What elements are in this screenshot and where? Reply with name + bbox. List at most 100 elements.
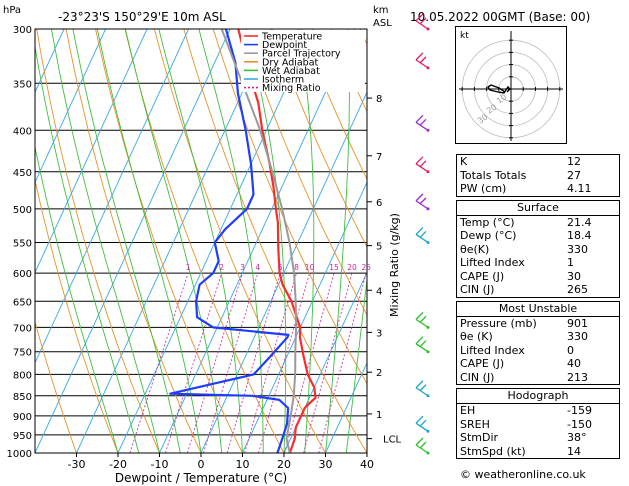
wind-barb-flag bbox=[415, 415, 424, 424]
wind-barb-dot bbox=[426, 27, 430, 31]
mixing-ratio-label: 20 bbox=[347, 263, 357, 272]
dry-adiabat bbox=[35, 178, 119, 453]
wind-barb bbox=[415, 20, 429, 30]
height-axis: 8 7 6 5 4 3 2 1 LCL bbox=[367, 94, 402, 446]
wind-barb-dot bbox=[426, 429, 430, 433]
mixing-ratio-line bbox=[244, 272, 297, 453]
temperature-tick-label: 40 bbox=[360, 458, 374, 471]
pressure-tick-label: 500 bbox=[13, 205, 32, 216]
index-row: K 12 bbox=[457, 155, 619, 169]
index-value: 40 bbox=[567, 357, 581, 370]
index-row: CAPE (J) 40 bbox=[457, 357, 619, 371]
hodograph-unit-label: kt bbox=[460, 31, 469, 41]
wind-barb bbox=[415, 233, 429, 244]
index-row: SREH -150 bbox=[457, 418, 619, 432]
mixing-ratio-line bbox=[318, 272, 367, 453]
temperature-tick-label: 20 bbox=[277, 458, 291, 471]
index-row: CIN (J) 265 bbox=[457, 283, 619, 297]
index-label: StmSpd (kt) bbox=[460, 444, 526, 458]
index-value: 38° bbox=[567, 431, 587, 444]
wind-barb-flag bbox=[415, 193, 424, 202]
hodograph-trace bbox=[487, 84, 511, 94]
isotherm bbox=[283, 271, 367, 453]
wind-barb-flag bbox=[419, 419, 427, 427]
pressure-tick-label: 400 bbox=[13, 126, 32, 137]
index-row: EH -159 bbox=[457, 404, 619, 418]
wind-barb-flag bbox=[419, 197, 427, 205]
index-label: Lifted Index bbox=[460, 256, 525, 269]
isotherm bbox=[35, 29, 106, 184]
wind-barb bbox=[415, 387, 429, 397]
date-title: 10.05.2022 00GMT (Base: 00) bbox=[410, 10, 590, 24]
legend-item-label: Temperature bbox=[261, 32, 322, 43]
mixing-ratio-line bbox=[258, 272, 310, 453]
indices-panel: K 12 Totals Totals 27 PW (cm) 4.11 Surface Te… bbox=[456, 154, 620, 459]
most-unstable-title: Most Unstable bbox=[457, 302, 619, 317]
index-label: θe(K) bbox=[460, 242, 490, 256]
index-label: K bbox=[460, 155, 468, 168]
mixing-ratio-line bbox=[203, 272, 259, 453]
wind-barb-flag bbox=[419, 17, 427, 25]
index-value: 1 bbox=[567, 256, 574, 269]
isotherm bbox=[159, 29, 355, 453]
wind-barb-dot bbox=[426, 394, 430, 398]
index-row: StmDir 38° bbox=[457, 431, 619, 445]
wind-barb-dot bbox=[426, 66, 430, 70]
isotherm bbox=[325, 361, 367, 453]
dry-adiabat bbox=[65, 29, 202, 453]
wind-barb bbox=[415, 318, 429, 328]
dry-adiabat bbox=[35, 320, 77, 453]
pressure-tick-label: 450 bbox=[13, 168, 32, 179]
dry-adiabat bbox=[271, 29, 367, 248]
dry-adiabat bbox=[301, 29, 367, 181]
isotherm bbox=[242, 181, 367, 453]
wet-adiabat bbox=[35, 43, 140, 453]
index-value: 4.11 bbox=[567, 182, 592, 195]
location-title: -23°23'S 150°29'E 10m ASL bbox=[58, 10, 226, 24]
wind-barb bbox=[415, 422, 429, 432]
index-label: Totals Totals bbox=[460, 168, 527, 182]
hodograph-ticks bbox=[461, 39, 561, 139]
index-row: StmSpd (kt) 14 bbox=[457, 445, 619, 459]
index-label: SREH bbox=[460, 417, 490, 431]
mixing-ratio-line bbox=[129, 272, 189, 453]
index-value: 30 bbox=[567, 269, 581, 283]
index-row: Totals Totals 27 bbox=[457, 169, 619, 183]
index-row: Lifted Index 1 bbox=[457, 256, 619, 270]
index-value: 27 bbox=[567, 168, 581, 182]
wind-barb-flag bbox=[415, 227, 424, 235]
index-row: θe (K) 330 bbox=[457, 330, 619, 344]
pressure-tick-label: 350 bbox=[13, 79, 32, 90]
wet-adiabat bbox=[298, 29, 315, 453]
mixing-ratio-label: 3 bbox=[240, 263, 245, 272]
index-label: PW (cm) bbox=[460, 182, 507, 195]
wind-barb-flag bbox=[415, 311, 424, 320]
pressure-tick-label: 900 bbox=[13, 412, 32, 423]
index-row: CAPE (J) 30 bbox=[457, 270, 619, 284]
isotherm bbox=[76, 29, 272, 453]
index-value: 213 bbox=[567, 370, 588, 384]
isotherm bbox=[35, 29, 189, 364]
index-row: θe(K) 330 bbox=[457, 243, 619, 257]
wind-barb-dot bbox=[426, 128, 430, 132]
height-tick-label: 7 bbox=[376, 152, 382, 163]
wind-barb-dot bbox=[426, 451, 430, 455]
mixing-ratio-label: 1 bbox=[186, 263, 191, 272]
index-value: 21.4 bbox=[567, 215, 592, 229]
height-tick-label: 5 bbox=[376, 242, 382, 253]
index-label: θe (K) bbox=[460, 330, 493, 343]
legend-item-label: Mixing Ratio bbox=[262, 83, 321, 94]
dry-adiabat bbox=[124, 29, 285, 453]
mixing-ratio-line bbox=[303, 272, 353, 453]
legend-item-label: Isotherm bbox=[262, 75, 304, 86]
wind-barb-dot bbox=[426, 325, 430, 329]
km-label: km bbox=[373, 5, 389, 16]
wind-barb-flag bbox=[419, 118, 427, 126]
mixing-ratio-axis-label: Mixing Ratio (g/kg) bbox=[388, 213, 401, 317]
height-tick-label: 4 bbox=[376, 286, 382, 297]
legend-box bbox=[241, 30, 365, 92]
pressure-tick-label: 650 bbox=[13, 297, 32, 308]
wind-barb-flag bbox=[415, 437, 424, 446]
wet-adiabat bbox=[198, 29, 264, 453]
